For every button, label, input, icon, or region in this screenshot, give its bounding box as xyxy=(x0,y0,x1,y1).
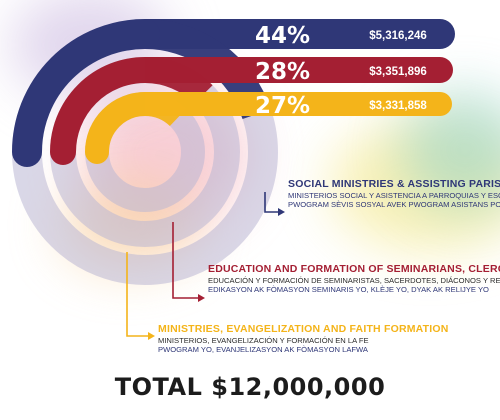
percent-label-1: 28% xyxy=(255,59,310,85)
amount-label-2: $3,331,858 xyxy=(369,100,427,112)
label-ministries-evangelization: MINISTRIES, EVANGELIZATION AND FAITH FOR… xyxy=(158,323,449,354)
label-education-formation: EDUCATION AND FORMATION OF SEMINARIANS, … xyxy=(208,263,500,294)
ministries-title: MINISTRIES, EVANGELIZATION AND FAITH FOR… xyxy=(158,323,449,335)
leader-arrowhead-2 xyxy=(148,332,155,340)
bar-band-2 xyxy=(145,92,452,116)
bar-band-1 xyxy=(145,57,453,83)
percent-label-2: 27% xyxy=(255,93,310,119)
arc-left-1 xyxy=(50,57,158,165)
arc-right-1 xyxy=(144,57,213,104)
leader-line-1 xyxy=(172,222,201,299)
social-title: SOCIAL MINISTRIES & ASSISTING PARISHES A… xyxy=(288,178,500,190)
ministries-subtitle-creole: PWOGRAM YO, EVANJELIZASYON AK FÒMASYON L… xyxy=(158,344,368,354)
social-subtitle-creole: PWOGRAM SÈVIS SOSYAL AVEK PWOGRAM ASISTA… xyxy=(288,199,500,209)
leader-arrowhead-0 xyxy=(278,208,285,216)
leader-line-2 xyxy=(126,252,151,337)
leader-line-0 xyxy=(264,192,281,213)
label-social-ministries: SOCIAL MINISTRIES & ASSISTING PARISHES A… xyxy=(288,178,500,209)
arc-left-2 xyxy=(85,92,157,164)
education-title: EDUCATION AND FORMATION OF SEMINARIANS, … xyxy=(208,263,500,275)
arc-left-0 xyxy=(12,19,160,167)
leader-arrowhead-1 xyxy=(198,294,205,302)
arc-right-2 xyxy=(144,92,187,127)
bar-band-0 xyxy=(145,19,455,49)
ministries-subtitle-spanish: MINISTERIOS, EVANGELIZACIÓN Y FORMACIÓN … xyxy=(158,335,369,345)
social-subtitle-spanish: MINISTERIOS SOCIAL Y ASISTENCIA A PARROQ… xyxy=(288,190,500,200)
amount-label-0: $5,316,246 xyxy=(369,30,427,42)
percent-label-0: 44% xyxy=(255,23,310,49)
education-subtitle-spanish: EDUCACIÓN Y FORMACIÓN DE SEMINARISTAS, S… xyxy=(208,275,500,285)
amount-label-1: $3,351,896 xyxy=(369,66,427,78)
education-subtitle-creole: EDIKASYON AK FÒMASYON SEMINARIS YO, KLÈJ… xyxy=(208,284,489,294)
total-label: TOTAL $12,000,000 xyxy=(114,373,386,401)
